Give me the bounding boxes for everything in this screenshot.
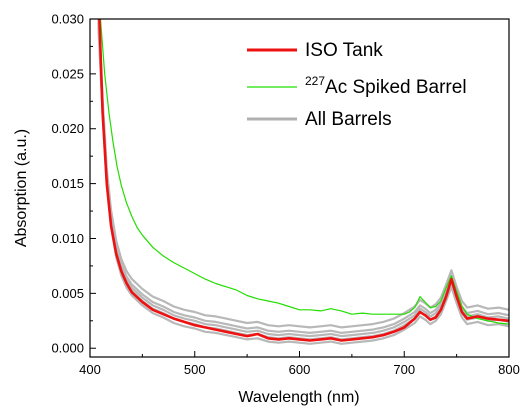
- y-axis: 0.000 0.005 0.010 0.015 0.020 0.025 0.030: [51, 12, 96, 356]
- y-axis-title: Absorption (a.u.): [13, 129, 30, 247]
- y-tick-label: 0.000: [51, 341, 84, 356]
- y-tick-label: 0.025: [51, 66, 84, 81]
- x-tick-label: 700: [393, 362, 415, 377]
- x-tick-label: 400: [79, 362, 101, 377]
- legend-label: 227Ac Spiked Barrel: [305, 74, 467, 98]
- legend-label: All Barrels: [305, 109, 392, 130]
- x-tick-label: 600: [289, 362, 311, 377]
- x-tick-label: 500: [184, 362, 206, 377]
- legend-label-main: All Barrels: [305, 109, 392, 130]
- series-line-all-barrels: [97, 19, 509, 334]
- legend-label-superscript: 227: [305, 74, 325, 88]
- y-tick-label: 0.030: [51, 12, 84, 27]
- legend-label-main: Ac Spiked Barrel: [325, 77, 467, 98]
- y-tick-label: 0.015: [51, 176, 84, 191]
- x-axis: 400 500 600 700 800: [79, 351, 520, 377]
- y-tick-label: 0.010: [51, 231, 84, 246]
- x-tick-label: 800: [498, 362, 520, 377]
- legend-label-main: ISO Tank: [305, 40, 383, 61]
- series-line-all-barrels: [97, 19, 509, 329]
- series-line-all-barrels: [97, 26, 509, 345]
- y-tick-label: 0.020: [51, 121, 84, 136]
- series-layer: [97, 19, 509, 345]
- legend: ISO Tank 227Ac Spiked Barrel All Barrels: [247, 40, 467, 130]
- series-line-iso-tank: [98, 19, 509, 342]
- legend-label: ISO Tank: [305, 40, 383, 61]
- x-axis-title: Wavelength (nm): [238, 389, 359, 406]
- series-line-ac-spiked-barrel: [99, 19, 509, 325]
- y-tick-label: 0.005: [51, 286, 84, 301]
